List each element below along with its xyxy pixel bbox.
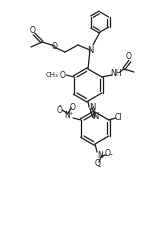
Text: -: - xyxy=(59,102,61,110)
Text: +: + xyxy=(100,154,104,160)
Text: O: O xyxy=(59,70,65,79)
Text: -: - xyxy=(110,150,112,160)
Text: O: O xyxy=(126,51,132,60)
Text: O: O xyxy=(95,160,101,168)
Text: O: O xyxy=(69,102,75,111)
Text: -: - xyxy=(98,162,100,172)
Text: N: N xyxy=(92,111,98,121)
Text: N: N xyxy=(87,46,93,55)
Text: N: N xyxy=(89,102,95,111)
Text: CH₃: CH₃ xyxy=(46,72,59,78)
Text: O: O xyxy=(105,149,111,158)
Text: N: N xyxy=(97,152,103,161)
Text: O: O xyxy=(56,106,62,114)
Text: NH: NH xyxy=(110,68,122,78)
Text: Cl: Cl xyxy=(115,113,123,121)
Text: +: + xyxy=(68,110,72,115)
Text: N: N xyxy=(64,110,70,120)
Text: O: O xyxy=(52,42,58,51)
Text: O: O xyxy=(30,26,36,35)
